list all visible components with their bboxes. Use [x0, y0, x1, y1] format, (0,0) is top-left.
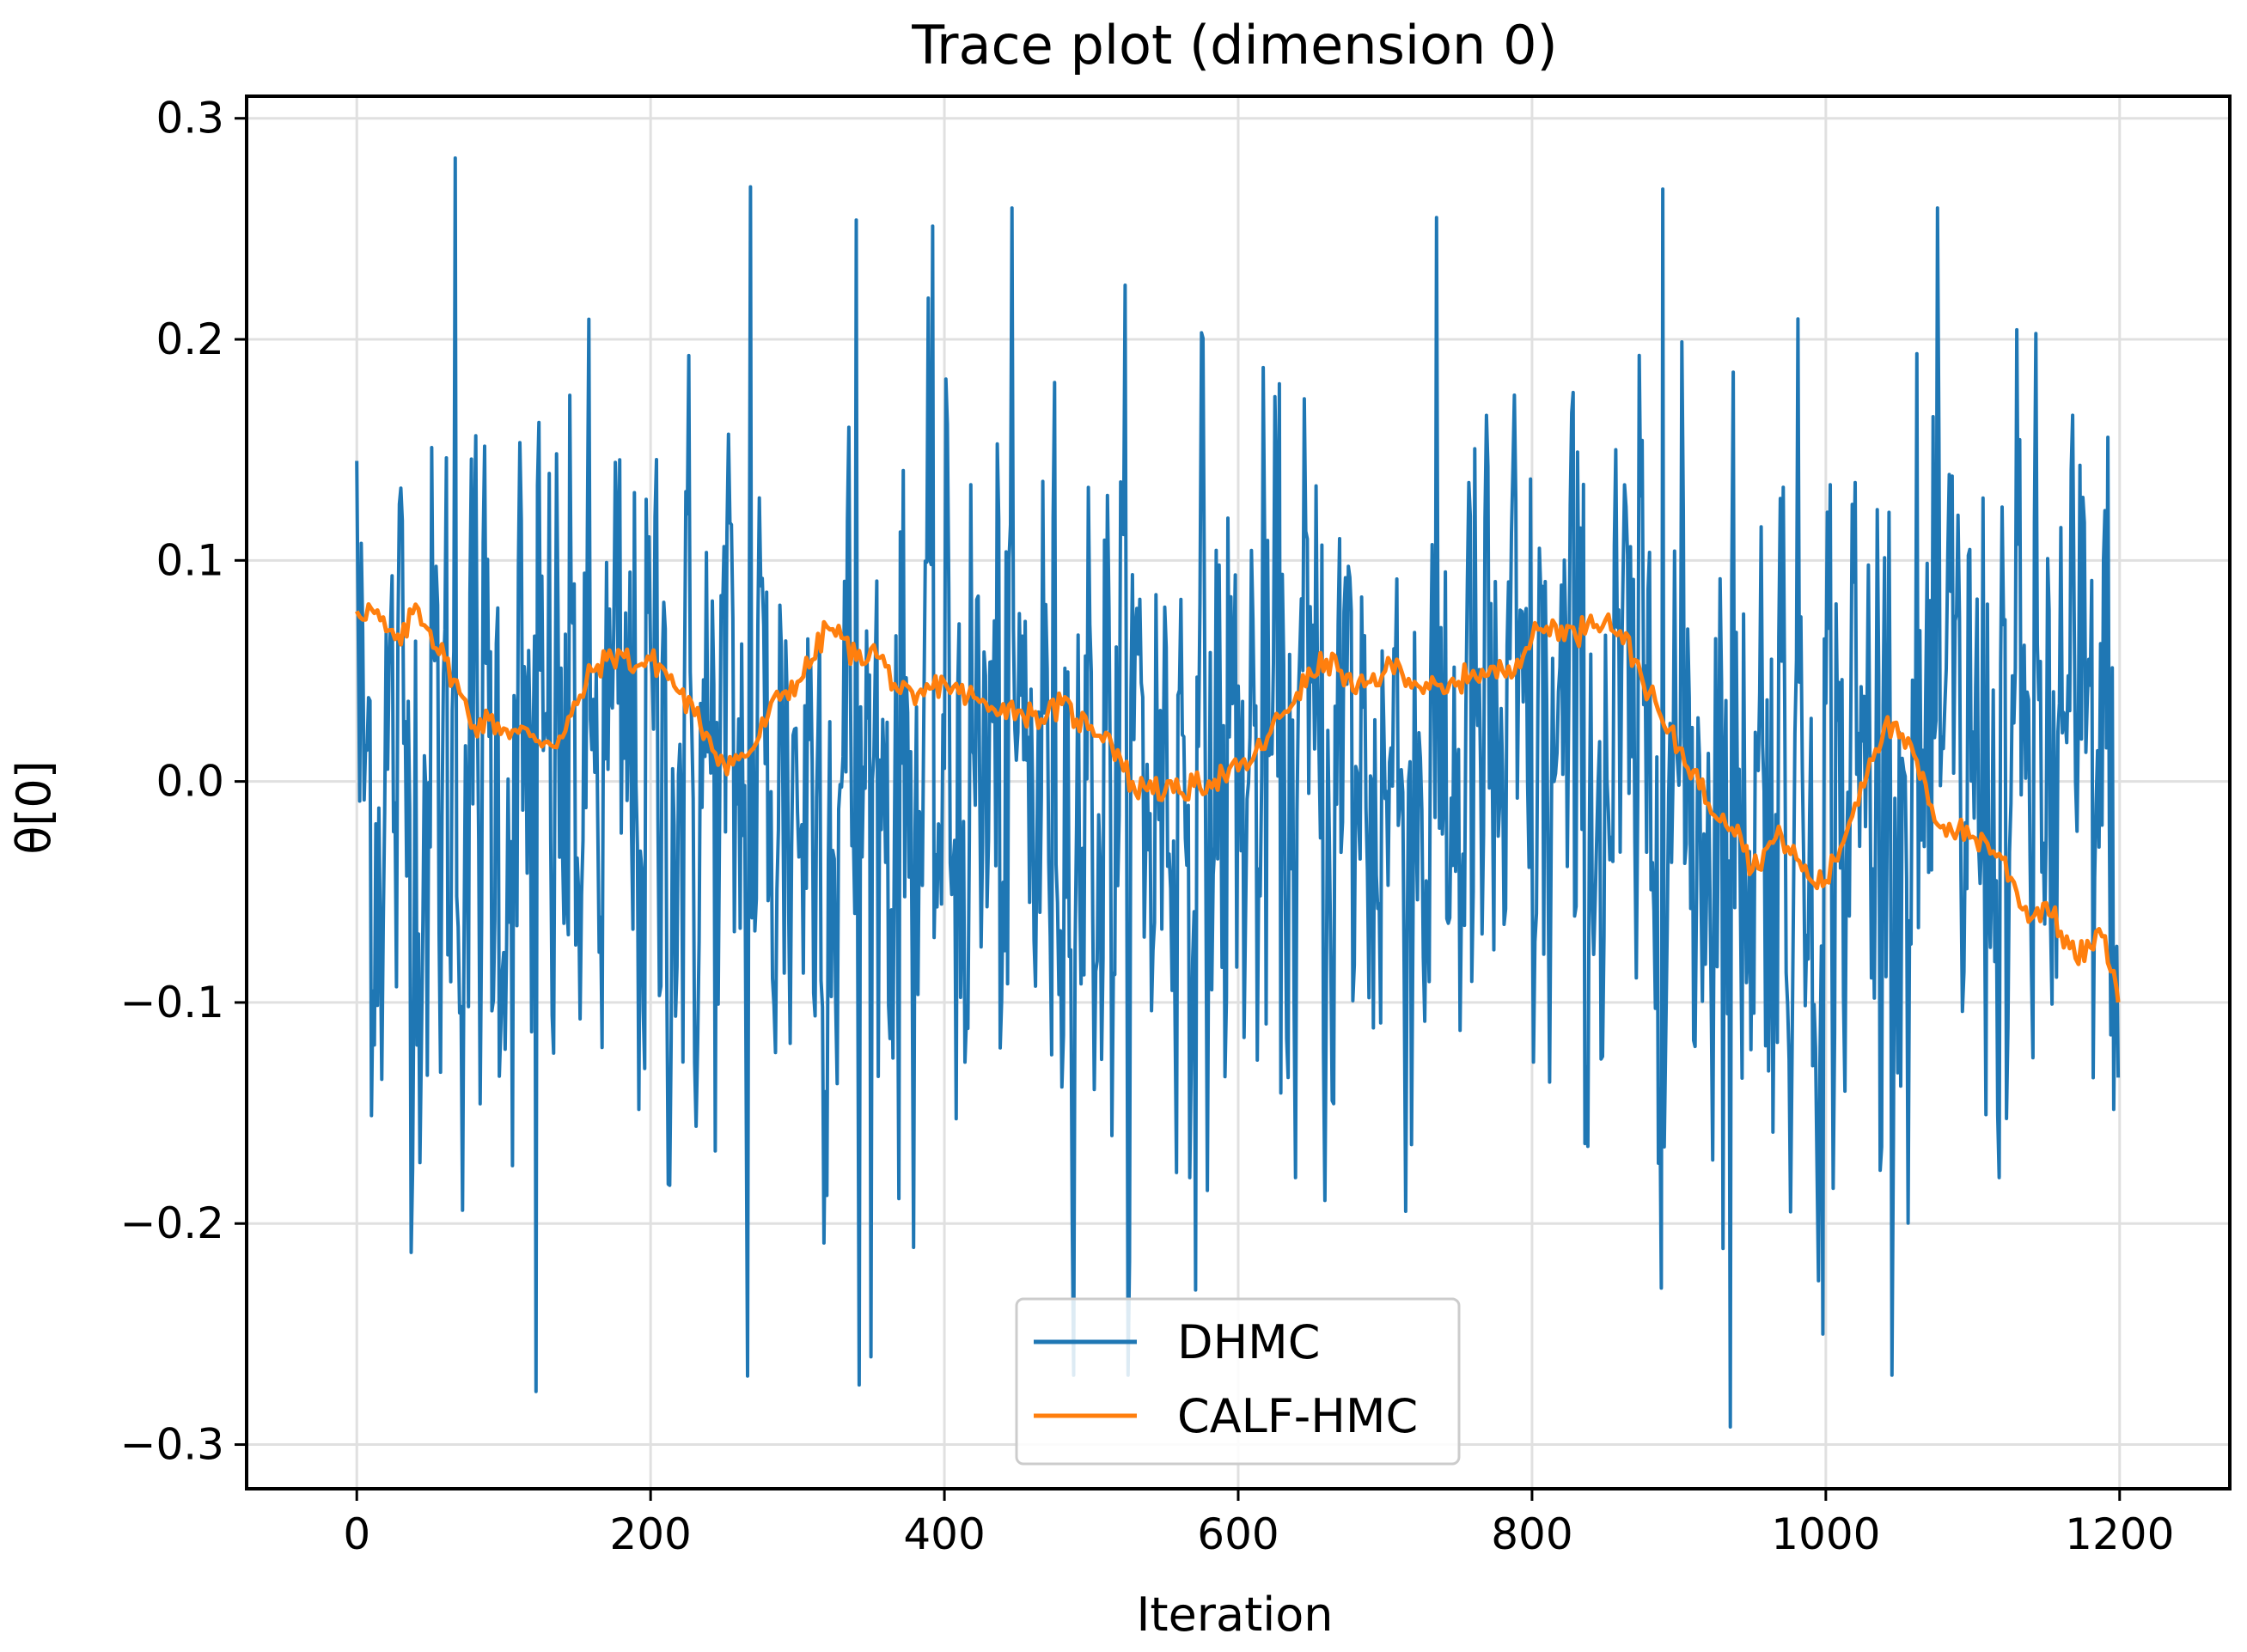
y-tick-label: −0.3 — [120, 1420, 224, 1470]
legend-label-dhmc: DHMC — [1177, 1315, 1320, 1369]
y-tick-label: 0.2 — [156, 314, 224, 364]
x-axis-label: Iteration — [1136, 1588, 1333, 1642]
y-tick-label: 0.1 — [156, 535, 224, 585]
x-tick-label: 400 — [903, 1509, 985, 1559]
y-axis-label: θ[0] — [7, 760, 61, 855]
x-tick-label: 800 — [1491, 1509, 1572, 1559]
x-tick-label: 200 — [609, 1509, 691, 1559]
tick-layer: 0 200 400 600 800 1000 1200 −0.3 −0.2 −0.1 0.0 0.1 0… — [120, 94, 2175, 1559]
y-tick-label: 0.0 — [156, 757, 224, 807]
series-line-dhmc — [355, 156, 2121, 1429]
series-layer — [354, 156, 2121, 1429]
legend: DHMC CALF-HMC — [1015, 1297, 1461, 1466]
x-tick-label: 0 — [343, 1509, 370, 1559]
y-tick-label: 0.3 — [156, 94, 224, 143]
legend-label-calf-hmc: CALF-HMC — [1177, 1389, 1418, 1443]
x-tick-label: 1000 — [1771, 1509, 1880, 1559]
y-tick-label: −0.2 — [120, 1198, 224, 1248]
y-tick-label: −0.1 — [120, 978, 224, 1027]
series-line-calf-hmc — [354, 602, 2121, 1003]
x-tick-label: 1200 — [2065, 1509, 2174, 1559]
chart-title: Trace plot (dimension 0) — [911, 14, 1557, 76]
x-tick-label: 600 — [1197, 1509, 1279, 1559]
